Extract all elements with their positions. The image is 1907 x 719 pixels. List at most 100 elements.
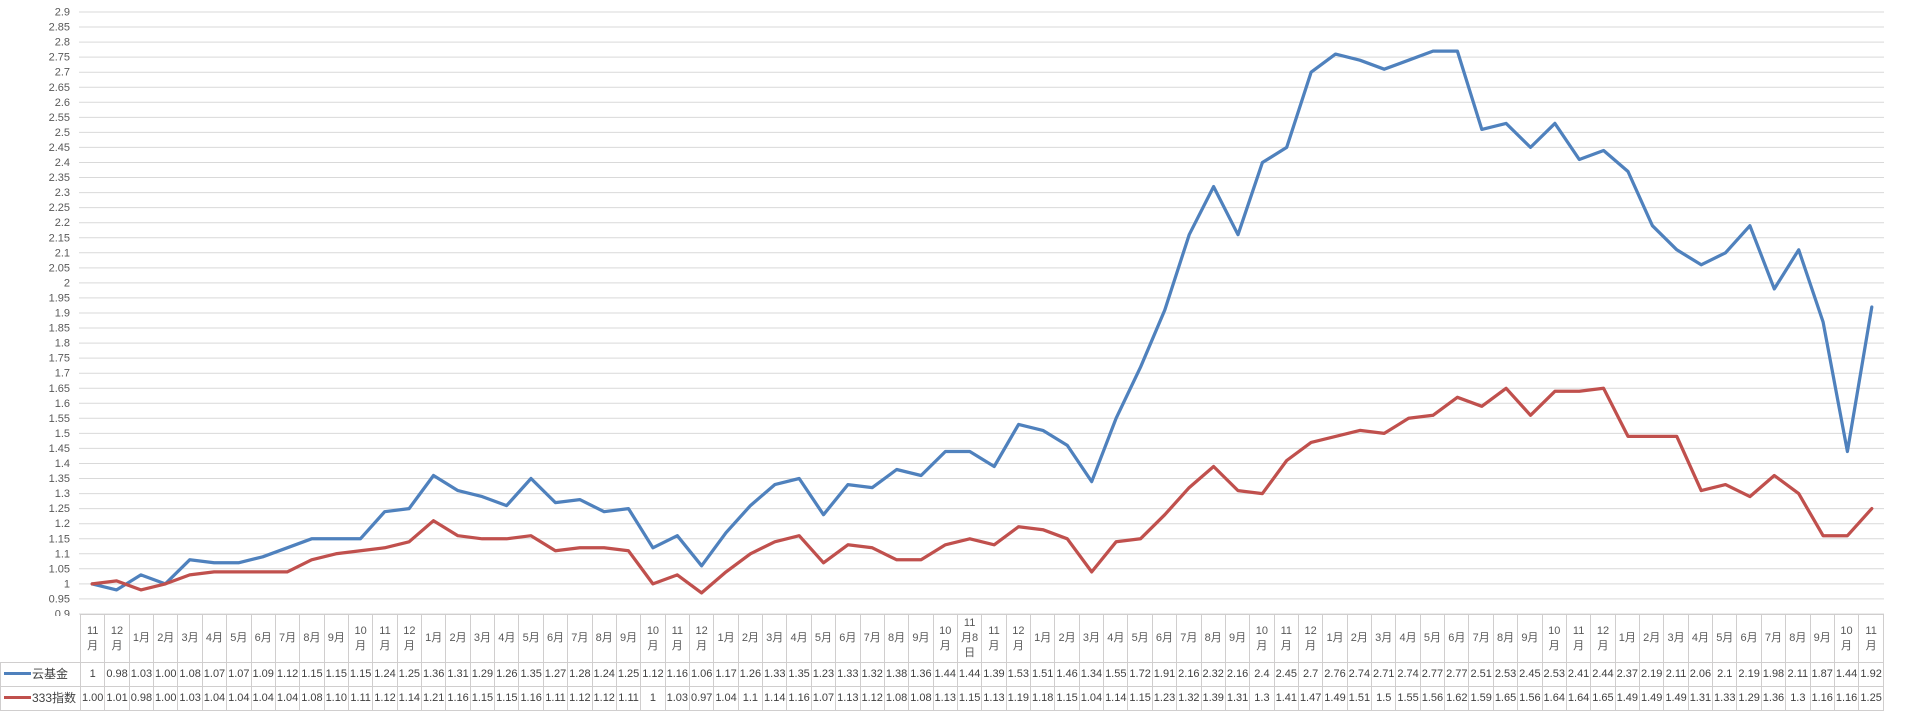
y-axis-tick-label: 2.45: [49, 142, 70, 154]
month-header-cell: 7月: [1468, 614, 1494, 663]
y-axis-tick-label: 1.3: [55, 488, 70, 500]
month-header-cell: 4月: [1687, 614, 1714, 663]
value-cell: 1.13: [835, 686, 861, 711]
y-axis-tick-label: 2.3: [55, 187, 70, 199]
month-header-cell: 8月: [299, 614, 325, 663]
value-cell: 1.25: [396, 662, 423, 687]
month-header-cell: 6月: [1151, 614, 1178, 663]
fund-series-row: 云基金 1 0.98 1.03 1.00 1.08 1.07 1.07 1.09 1.12 1.1…: [0, 662, 1884, 687]
value-cell: 1.44: [932, 662, 958, 687]
value-cell: 1.5: [1371, 686, 1397, 711]
value-cell: 1.07: [201, 662, 228, 687]
month-header-cell: 2月: [1346, 614, 1373, 663]
month-header-cell: 12月: [396, 614, 423, 663]
month-header-cell: 9月: [323, 614, 349, 663]
month-header-cell: 4月: [494, 614, 520, 663]
value-cell: 2.06: [1687, 662, 1714, 687]
value-cell: 1.00: [79, 686, 106, 711]
month-header-cell: 6月: [1736, 614, 1762, 663]
value-cell: 1.87: [1809, 662, 1835, 687]
y-axis-tick-label: 1.65: [49, 383, 70, 395]
month-header-cell: 11月: [1565, 614, 1592, 663]
value-cell: 1.08: [299, 686, 325, 711]
value-cell: 2.16: [1224, 662, 1251, 687]
value-cell: 1.46: [1054, 662, 1080, 687]
value-cell: 1.55: [1103, 662, 1129, 687]
month-header-cell: 6月: [542, 614, 569, 663]
value-cell: 2.44: [1590, 662, 1616, 687]
value-cell: 1.14: [762, 686, 788, 711]
value-cell: 2.19: [1736, 662, 1762, 687]
y-axis-tick-label: 2.7: [55, 67, 70, 79]
value-cell: 1.07: [810, 686, 837, 711]
value-cell: 1.04: [250, 686, 276, 711]
y-axis-tick-label: 1.05: [49, 563, 70, 575]
value-cell: 2.53: [1492, 662, 1519, 687]
y-axis-tick-label: 2.8: [55, 37, 70, 49]
value-cell: 1.15: [347, 662, 374, 687]
value-cell: 1.23: [810, 662, 837, 687]
month-header-cell: 7月: [567, 614, 593, 663]
value-cell: 1.3: [1249, 686, 1275, 711]
month-header-cell: 6月: [250, 614, 276, 663]
y-axis-tick-label: 1.35: [49, 473, 70, 485]
y-axis-tick-label: 1.75: [49, 353, 70, 365]
y-axis-tick-label: 2.1: [55, 247, 70, 259]
y-axis-tick-label: 2.85: [49, 22, 70, 34]
month-header-cell: 8月: [1492, 614, 1519, 663]
value-cell: 1.29: [1736, 686, 1762, 711]
value-cell: 1.25: [1858, 686, 1884, 711]
month-header-cell: 5月: [810, 614, 837, 663]
y-axis-tick-label: 2: [64, 277, 70, 289]
value-cell: 1.24: [372, 662, 398, 687]
value-cell: 2.11: [1663, 662, 1689, 687]
value-cell: 1.17: [713, 662, 739, 687]
y-axis-tick-label: 1.25: [49, 503, 70, 515]
month-header-cell: 9月: [1224, 614, 1251, 663]
month-header-cell: 8月: [1200, 614, 1226, 663]
y-axis-tick-label: 1.85: [49, 323, 70, 335]
value-cell: 1.72: [1127, 662, 1153, 687]
value-cell: 1.04: [274, 686, 301, 711]
value-cell: 1.36: [908, 662, 934, 687]
y-axis-tick-label: 1.45: [49, 443, 70, 455]
value-cell: 1.00: [153, 686, 179, 711]
value-cell: 2.1: [1712, 662, 1738, 687]
value-cell: 1.12: [274, 662, 301, 687]
month-header-cell: 1月: [1614, 614, 1641, 663]
value-cell: 1.56: [1419, 686, 1446, 711]
value-cell: 2.41: [1565, 662, 1592, 687]
value-cell: 1.47: [1297, 686, 1324, 711]
value-cell: 1.08: [883, 686, 910, 711]
value-cell: 1.03: [664, 686, 690, 711]
month-header-cell: 10月: [640, 614, 666, 663]
y-axis-tick-label: 1: [64, 578, 70, 590]
value-cell: 1.13: [932, 686, 958, 711]
value-cell: 1.03: [177, 686, 203, 711]
value-cell: 1.55: [1395, 686, 1421, 711]
value-cell: 2.37: [1614, 662, 1641, 687]
value-cell: 1.19: [1005, 686, 1032, 711]
y-axis-tick-label: 1.8: [55, 338, 70, 350]
value-cell: 1.36: [421, 662, 447, 687]
month-header-cell: 3月: [762, 614, 788, 663]
value-cell: 1.11: [542, 686, 569, 711]
month-header-cell: 11月: [664, 614, 690, 663]
value-cell: 1.38: [883, 662, 910, 687]
month-header-cell: 7月: [1760, 614, 1787, 663]
value-cell: 1.15: [1127, 686, 1153, 711]
month-header-cell: 6月: [835, 614, 861, 663]
index-line-swatch-icon: [4, 696, 31, 700]
y-axis-tick-label: 2.55: [49, 112, 70, 124]
value-cell: 1.12: [372, 686, 398, 711]
value-cell: 1.62: [1444, 686, 1470, 711]
y-axis-tick-label: 1.2: [55, 518, 70, 530]
value-cell: 1.33: [1712, 686, 1738, 711]
value-cell: 1.44: [1833, 662, 1860, 687]
value-cell: 1.49: [1322, 686, 1348, 711]
value-cell: 1.1: [737, 686, 764, 711]
value-cell: 1.04: [226, 686, 252, 711]
value-cell: 1.28: [567, 662, 593, 687]
month-header-cell: 3月: [1078, 614, 1105, 663]
